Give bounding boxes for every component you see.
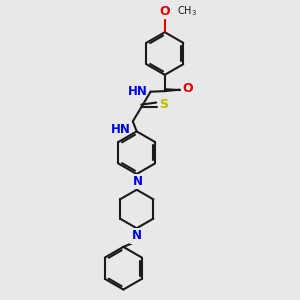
Text: HN: HN <box>111 123 130 136</box>
Text: N: N <box>132 230 142 242</box>
Text: S: S <box>159 98 168 111</box>
Text: O: O <box>160 5 170 18</box>
Text: N: N <box>133 175 143 188</box>
Text: HN: HN <box>128 85 148 98</box>
Text: CH$_3$: CH$_3$ <box>177 4 197 18</box>
Text: O: O <box>182 82 193 95</box>
